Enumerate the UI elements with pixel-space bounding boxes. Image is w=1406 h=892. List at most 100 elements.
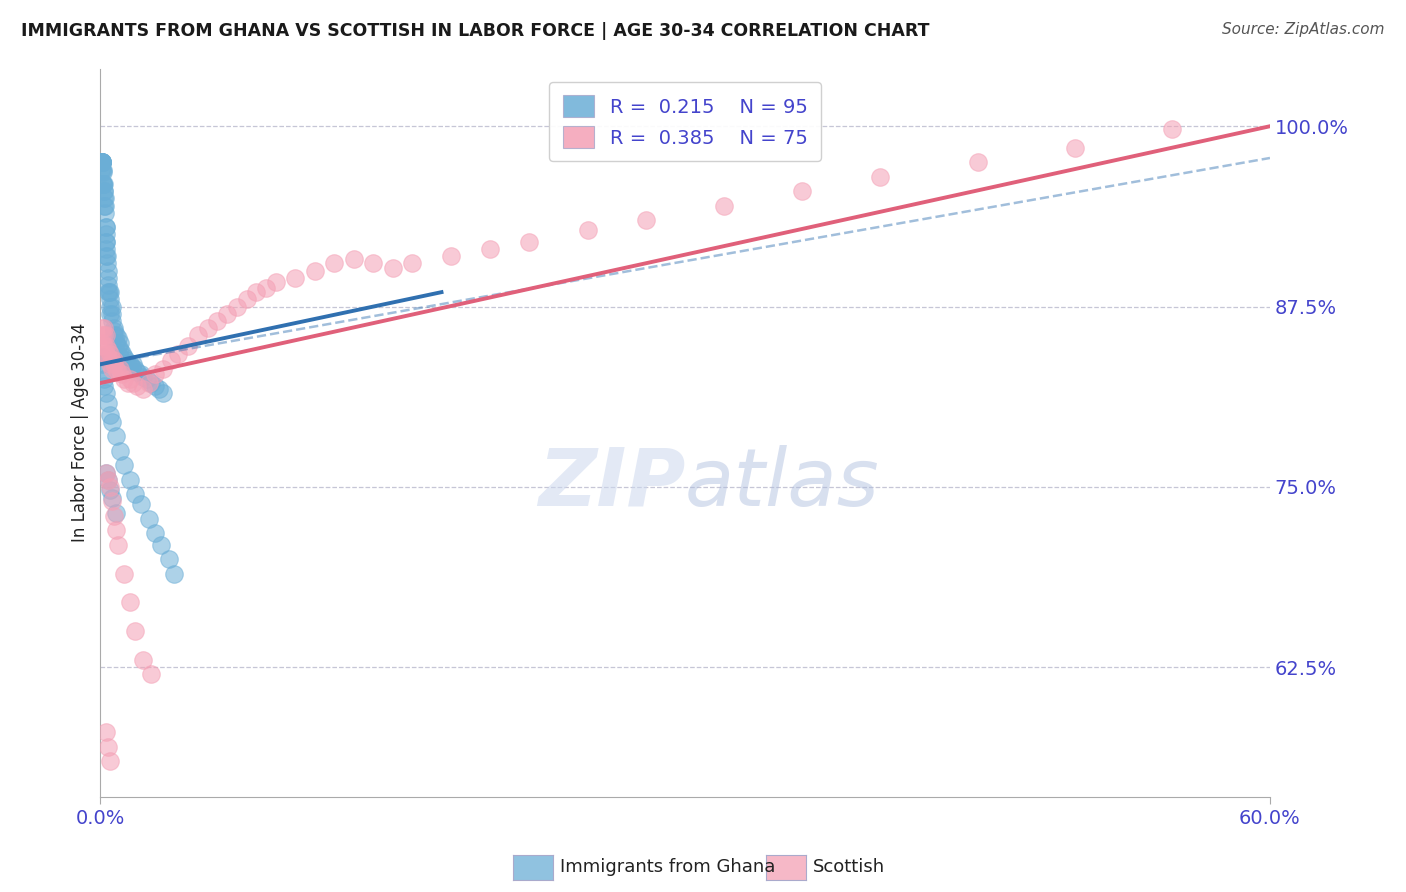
Point	[207, 314, 229, 328]
Point	[97, 277, 120, 292]
Point	[103, 328, 125, 343]
Point	[96, 466, 118, 480]
Point	[111, 345, 134, 359]
Point	[101, 415, 124, 429]
Point	[254, 281, 277, 295]
Point	[124, 361, 146, 376]
Point	[235, 293, 257, 307]
Point	[93, 191, 115, 205]
Point	[91, 155, 114, 169]
Point	[90, 155, 112, 169]
Point	[91, 155, 114, 169]
Point	[215, 307, 238, 321]
Point	[96, 227, 118, 242]
Point	[104, 335, 127, 350]
Text: IMMIGRANTS FROM GHANA VS SCOTTISH IN LABOR FORCE | AGE 30-34 CORRELATION CHART: IMMIGRANTS FROM GHANA VS SCOTTISH IN LAB…	[21, 22, 929, 40]
Point	[90, 155, 112, 169]
Point	[114, 353, 136, 368]
Point	[139, 667, 162, 681]
Point	[284, 270, 307, 285]
Point	[112, 350, 135, 364]
Point	[98, 754, 121, 768]
Point	[1161, 122, 1184, 136]
Point	[98, 285, 121, 300]
Point	[517, 235, 540, 249]
Y-axis label: In Labor Force | Age 30-34: In Labor Force | Age 30-34	[72, 323, 89, 542]
Point	[97, 396, 120, 410]
Point	[93, 184, 115, 198]
Point	[96, 466, 118, 480]
Point	[966, 155, 988, 169]
Point	[104, 506, 127, 520]
Point	[152, 361, 174, 376]
Point	[440, 249, 463, 263]
Point	[118, 357, 141, 371]
Point	[401, 256, 423, 270]
Point	[122, 376, 145, 390]
Point	[91, 177, 114, 191]
Point	[98, 357, 121, 371]
Point	[343, 252, 366, 266]
Point	[94, 198, 117, 212]
Point	[101, 361, 124, 376]
Point	[98, 347, 121, 361]
Point	[91, 364, 114, 378]
Point	[381, 260, 404, 275]
Point	[96, 242, 118, 256]
Point	[132, 382, 155, 396]
Point	[103, 321, 125, 335]
Point	[90, 162, 112, 177]
Point	[91, 177, 114, 191]
Point	[187, 328, 209, 343]
Point	[479, 242, 502, 256]
Point	[1064, 141, 1087, 155]
Point	[107, 338, 129, 352]
Point	[112, 566, 135, 581]
Point	[98, 408, 121, 422]
Point	[107, 364, 129, 378]
Point	[118, 473, 141, 487]
Point	[96, 249, 118, 263]
Point	[132, 653, 155, 667]
Point	[91, 165, 114, 179]
Point	[225, 300, 247, 314]
Point	[91, 357, 114, 371]
Point	[127, 379, 149, 393]
Point	[97, 739, 120, 754]
Point	[93, 372, 115, 386]
Point	[148, 382, 170, 396]
Text: ZIP: ZIP	[537, 445, 685, 523]
Point	[101, 494, 124, 508]
Point	[107, 538, 129, 552]
Point	[98, 483, 121, 497]
Point	[101, 307, 124, 321]
Text: atlas: atlas	[685, 445, 880, 523]
Point	[112, 372, 135, 386]
Point	[361, 256, 384, 270]
Point	[103, 353, 125, 368]
Point	[96, 256, 118, 270]
Point	[96, 347, 118, 361]
Point	[132, 370, 155, 384]
Point	[97, 263, 120, 277]
Point	[129, 368, 152, 382]
Point	[121, 360, 143, 375]
Point	[93, 184, 115, 198]
Point	[143, 379, 166, 393]
Point	[101, 353, 124, 368]
Point	[96, 220, 118, 235]
Point	[97, 343, 120, 357]
Point	[98, 293, 121, 307]
Point	[104, 429, 127, 443]
Point	[96, 220, 118, 235]
Point	[91, 162, 114, 177]
Point	[101, 300, 124, 314]
Point	[91, 350, 114, 364]
Point	[93, 338, 115, 352]
Point	[167, 347, 190, 361]
Point	[124, 624, 146, 639]
Point	[159, 353, 181, 368]
Text: Source: ZipAtlas.com: Source: ZipAtlas.com	[1222, 22, 1385, 37]
Point	[104, 361, 127, 376]
Point	[117, 376, 139, 390]
